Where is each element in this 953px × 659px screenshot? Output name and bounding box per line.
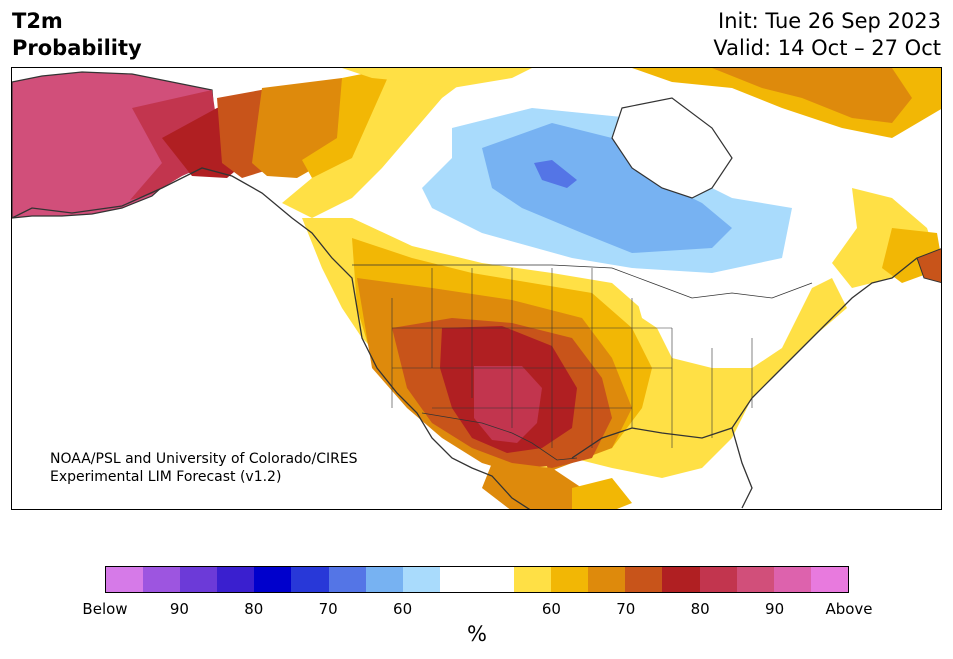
colorbar-swatch xyxy=(625,567,663,592)
baffin-orange xyxy=(712,68,912,123)
colorbar-swatch xyxy=(439,567,477,592)
colorbar-swatch xyxy=(551,567,589,592)
hudson-bay-mid-blue xyxy=(534,160,577,188)
colorbar-unit-label: % xyxy=(467,622,487,646)
colorbar-tick-label: 80 xyxy=(690,600,710,618)
gulf-coastline xyxy=(571,427,753,509)
newfoundland-red-orange xyxy=(916,248,941,283)
map-canvas xyxy=(12,68,941,509)
colorbar-swatch xyxy=(588,567,626,592)
hudson-bay-blue xyxy=(482,123,732,253)
colorbar-tick-label: 90 xyxy=(765,600,785,618)
colorbar-swatch xyxy=(402,567,440,592)
map-title: T2m Probability xyxy=(12,8,142,62)
colorbar-tick-label: Below xyxy=(82,600,128,618)
probability-map: NOAA/PSL and University of Colorado/CIRE… xyxy=(11,67,942,510)
colorbar-swatch xyxy=(365,567,403,592)
mexico-gold xyxy=(572,478,632,509)
colorbar-swatch xyxy=(328,567,366,592)
mexico-orange xyxy=(482,463,582,509)
colorbar-swatch xyxy=(476,567,515,592)
colorbar-tick-label: 70 xyxy=(616,600,636,618)
colorbar-tick-label: Above xyxy=(825,600,873,618)
us-canada-border xyxy=(352,264,813,299)
colorbar-swatch xyxy=(143,567,181,592)
valid-date-range: Valid: 14 Oct – 27 Oct xyxy=(713,36,941,60)
arctic-islands-yellow xyxy=(342,68,532,88)
colorbar-tick-label: 70 xyxy=(318,600,338,618)
data-credit: NOAA/PSL and University of Colorado/CIRE… xyxy=(50,450,358,486)
title-variable: T2m xyxy=(12,9,63,33)
state-lines xyxy=(391,268,753,448)
east-coastline xyxy=(731,257,918,429)
colorbar-tick-label: 80 xyxy=(244,600,264,618)
us-mexico-border xyxy=(421,412,578,461)
colorbar-tick-label: 60 xyxy=(393,600,413,618)
init-date: Init: Tue 26 Sep 2023 xyxy=(718,9,941,33)
colorbar-swatch xyxy=(514,567,552,592)
forecast-dates: Init: Tue 26 Sep 2023 Valid: 14 Oct – 27… xyxy=(713,8,941,62)
colorbar xyxy=(105,566,849,593)
colorbar-swatch xyxy=(736,567,774,592)
credit-line-2: Experimental LIM Forecast (v1.2) xyxy=(50,469,282,485)
new-mexico-crimson xyxy=(474,366,542,443)
title-quantity: Probability xyxy=(12,36,142,60)
colorbar-swatch xyxy=(699,567,737,592)
colorbar-tick-label: 90 xyxy=(169,600,189,618)
coastline xyxy=(12,167,531,509)
colorbar-tick-label: 60 xyxy=(541,600,561,618)
colorbar-swatch xyxy=(106,567,144,592)
western-canada-yellow xyxy=(282,68,482,218)
credit-line-1: NOAA/PSL and University of Colorado/CIRE… xyxy=(50,451,358,467)
colorbar-swatch xyxy=(180,567,218,592)
hudson-bay-outline xyxy=(611,97,733,199)
colorbar-swatch xyxy=(254,567,292,592)
colorbar-swatch xyxy=(810,567,848,592)
colorbar-swatch xyxy=(217,567,255,592)
great-lakes-neutral xyxy=(632,273,782,348)
colorbar-swatch xyxy=(291,567,329,592)
colorbar-swatch xyxy=(773,567,811,592)
colorbar-swatch xyxy=(662,567,700,592)
